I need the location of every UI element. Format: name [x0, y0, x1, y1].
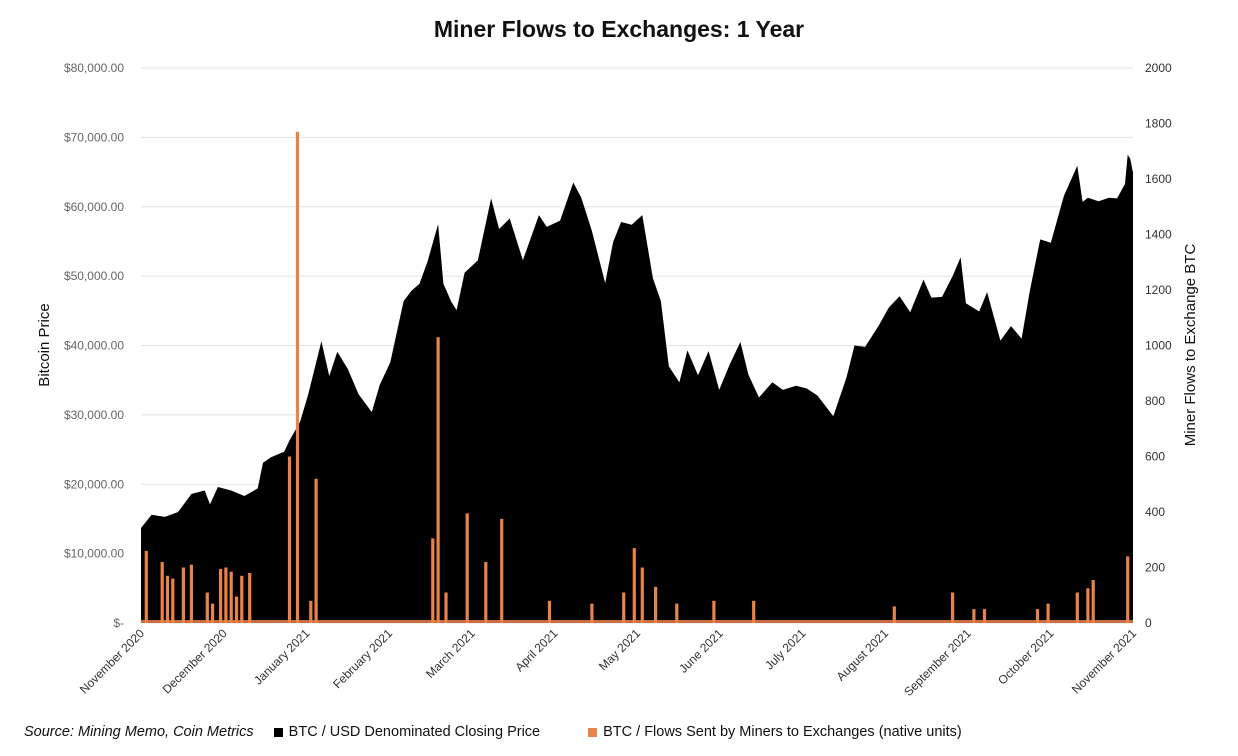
flow-bar [160, 562, 164, 623]
flow-bar [1035, 609, 1040, 623]
x-tick-label: September 2021 [901, 626, 974, 699]
flow-bar [1091, 580, 1095, 623]
x-tick-label: November 2021 [1069, 626, 1140, 697]
y-left-tick-label: $70,000.00 [64, 130, 124, 144]
x-tick-label: February 2021 [330, 626, 395, 691]
x-tick-label: May 2021 [596, 626, 643, 673]
flow-bar [287, 456, 292, 623]
legend-item-price: BTC / USD Denominated Closing Price [273, 724, 541, 740]
flow-bar [547, 600, 552, 623]
flow-bar [229, 571, 233, 623]
flow-bar [1086, 588, 1090, 623]
legend-label-price: BTC / USD Denominated Closing Price [288, 724, 541, 740]
y-left-tick-label: $- [113, 616, 124, 630]
flow-bar [248, 573, 252, 623]
y-right-tick-label: 1400 [1145, 228, 1172, 242]
x-tick-label: November 2020 [77, 626, 148, 697]
legend-label-flows: BTC / Flows Sent by Miners to Exchanges … [603, 724, 962, 740]
source-note: Source: Mining Memo, Coin Metrics [24, 724, 254, 740]
y-left-tick-label: $80,000.00 [64, 61, 124, 75]
y-right-tick-label: 0 [1145, 616, 1152, 630]
y-right-tick-label: 800 [1145, 394, 1165, 408]
flow-bar [240, 575, 244, 623]
flow-bar [500, 518, 504, 623]
x-tick-label: January 2021 [251, 626, 313, 688]
flow-bar [712, 600, 716, 623]
y-right-tick-label: 400 [1145, 505, 1165, 519]
flow-bar [444, 592, 448, 623]
y-left-ticks: $- $10,000.00 $20,000.00 $30,000.00 $40,000.… [64, 61, 124, 630]
legend-swatch-flows [588, 727, 598, 737]
y-right-axis-title: Miner Flows to Exchange BTC [1182, 244, 1199, 447]
x-tick-label: March 2021 [423, 626, 478, 681]
flow-bar [205, 592, 209, 623]
x-tick-label: August 2021 [834, 626, 892, 684]
flow-bar [219, 568, 223, 623]
y-right-tick-label: 1600 [1145, 172, 1172, 186]
flow-bar [224, 567, 228, 623]
flow-bar [465, 513, 469, 623]
flow-bars-layer [141, 131, 1133, 624]
price-area-layer [141, 154, 1133, 623]
y-left-tick-label: $60,000.00 [64, 200, 124, 214]
y-left-tick-label: $50,000.00 [64, 269, 124, 283]
flow-bar [752, 600, 756, 623]
flow-bar [436, 337, 440, 623]
flow-bar [1046, 603, 1050, 623]
x-ticks: November 2020 December 2020 January 2021 Fe… [77, 626, 1140, 699]
flow-bar [982, 609, 987, 623]
y-left-tick-label: $20,000.00 [64, 477, 124, 491]
flow-bar [1075, 592, 1079, 623]
flow-bar [632, 548, 636, 623]
legend: Source: Mining Memo, Coin Metrics BTC / … [24, 724, 1010, 740]
flow-bar [622, 592, 626, 623]
flow-bar [654, 586, 658, 623]
y-left-tick-label: $10,000.00 [64, 547, 124, 561]
y-left-tick-label: $30,000.00 [64, 408, 124, 422]
y-left-tick-label: $40,000.00 [64, 339, 124, 353]
y-right-tick-label: 1000 [1145, 339, 1172, 353]
legend-swatch-price [273, 727, 283, 737]
y-left-axis-title: Bitcoin Price [36, 303, 53, 386]
y-right-tick-label: 1200 [1145, 283, 1172, 297]
y-right-tick-label: 200 [1145, 561, 1165, 575]
flow-bar [951, 592, 955, 623]
flow-bar [295, 131, 300, 624]
price-area [141, 154, 1133, 623]
flow-bar [181, 567, 185, 623]
flow-bar [675, 603, 679, 623]
flow-bar [165, 575, 170, 623]
x-tick-label: December 2020 [160, 626, 231, 697]
flow-bar [484, 562, 488, 623]
flow-bar [892, 606, 896, 623]
flow-baseline [141, 620, 1133, 623]
y-right-tick-label: 1800 [1145, 117, 1172, 131]
flow-bar [234, 596, 239, 623]
flow-bar [640, 567, 644, 623]
flow-bar [590, 603, 594, 623]
flow-bar [972, 609, 976, 623]
x-tick-label: October 2021 [995, 626, 1057, 688]
flow-bar [189, 564, 193, 623]
x-tick-label: June 2021 [676, 626, 726, 676]
y-right-tick-label: 600 [1145, 450, 1165, 464]
x-tick-label: April 2021 [512, 626, 560, 674]
chart-title: Miner Flows to Exchanges: 1 Year [433, 16, 805, 42]
y-right-tick-label: 2000 [1145, 61, 1172, 75]
flow-bar [309, 600, 313, 623]
flow-bar [314, 478, 318, 623]
flow-bar [431, 538, 435, 623]
chart-plot: $- $10,000.00 $20,000.00 $30,000.00 $40,000.… [36, 61, 1199, 699]
y-right-ticks: 0 200 400 600 800 1000 1200 1400 1600 1800 2000 [1145, 61, 1172, 630]
flow-bar [144, 550, 148, 623]
flow-bar [171, 578, 175, 623]
legend-item-flows: BTC / Flows Sent by Miners to Exchanges … [588, 724, 962, 740]
flow-bar [1126, 556, 1130, 623]
x-tick-label: July 2021 [762, 626, 808, 672]
flow-bar [211, 603, 215, 623]
